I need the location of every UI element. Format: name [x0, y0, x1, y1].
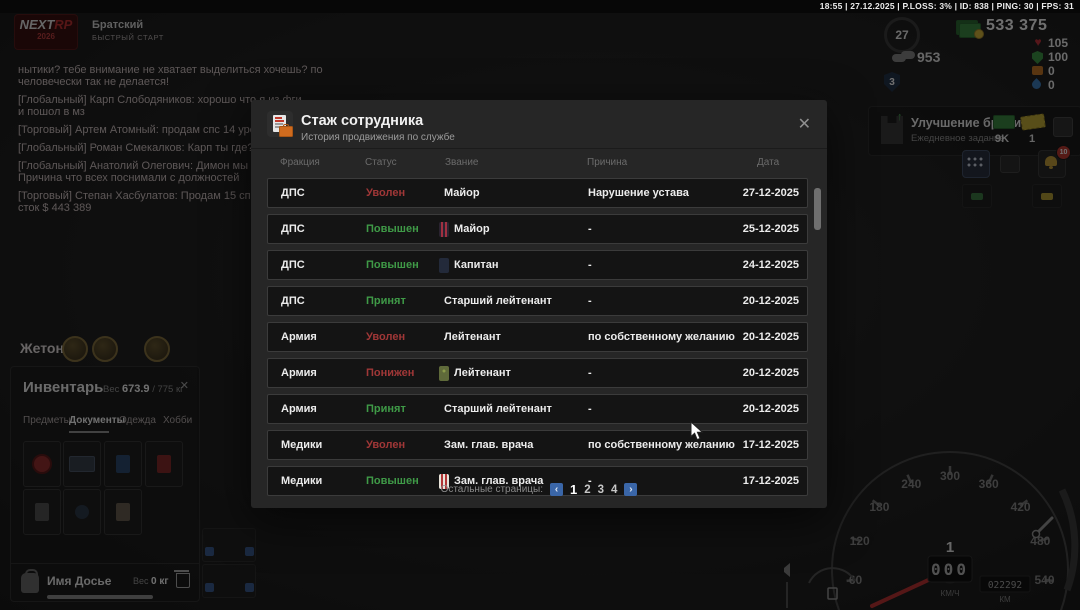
date-cell: 17-12-2025	[742, 475, 799, 487]
doc-red-line	[275, 117, 282, 119]
status-cell: Повышен	[366, 223, 419, 235]
modal-subtitle: История продвижения по службе	[301, 132, 455, 143]
reason-cell: -	[588, 223, 592, 235]
table-row: ДПС Повышен Капитан - 24-12-2025	[267, 250, 808, 280]
status-cell: Уволен	[366, 439, 406, 451]
faction-cell: ДПС	[281, 223, 305, 235]
next-page-button[interactable]: ›	[624, 483, 638, 496]
date-cell: 27-12-2025	[742, 187, 799, 199]
column-header-date: Дата	[757, 157, 780, 168]
reason-cell: -	[588, 295, 592, 307]
faction-cell: Армия	[281, 403, 317, 415]
date-cell: 17-12-2025	[742, 439, 799, 451]
table-row: Армия Принят Старший лейтенант - 20-12-2…	[267, 394, 808, 424]
reason-cell: -	[588, 367, 592, 379]
reason-cell: -	[588, 475, 592, 487]
rank-label: Зам. глав. врача	[444, 439, 534, 451]
status-cell: Уволен	[366, 331, 406, 343]
date-cell: 25-12-2025	[742, 223, 799, 235]
reason-cell: Нарушение устава	[588, 187, 689, 199]
page-number-1[interactable]: 1	[569, 482, 578, 497]
prev-page-button[interactable]: ‹	[549, 483, 563, 496]
modal-title: Стаж сотрудника	[301, 113, 424, 129]
captain-epaulette-icon	[439, 257, 449, 273]
rank-label: Старший лейтенант	[444, 295, 552, 307]
table-row: ДПС Повышен Майор - 25-12-2025	[267, 214, 808, 244]
rank-cell: Майор	[439, 215, 490, 243]
doc-red-line	[275, 120, 284, 122]
column-header-rank: Звание	[445, 157, 479, 168]
date-cell: 20-12-2025	[742, 331, 799, 343]
doc-gray-line	[275, 123, 283, 125]
reason-cell: -	[588, 403, 592, 415]
table-row: Медики Повышен Зам. глав. врача - 17-12-…	[267, 466, 808, 496]
column-header-status: Статус	[365, 157, 397, 168]
army-epaulette-icon	[439, 365, 449, 381]
mouse-cursor	[690, 421, 704, 441]
faction-cell: ДПС	[281, 295, 305, 307]
employee-tenure-modal: Стаж сотрудника История продвижения по с…	[251, 100, 827, 508]
faction-cell: Медики	[281, 439, 323, 451]
pagination: Остальные страницы: ‹ 1 2 3 4 ›	[251, 482, 827, 497]
date-cell: 20-12-2025	[742, 403, 799, 415]
rank-label: Лейтенант	[444, 331, 501, 343]
faction-cell: ДПС	[281, 259, 305, 271]
table-row: Армия Уволен Лейтенант по собственному ж…	[267, 322, 808, 352]
reason-cell: по собственному желанию	[588, 439, 735, 451]
rank-cell: Майор	[439, 179, 480, 207]
page-number-3[interactable]: 3	[597, 483, 605, 496]
faction-cell: Армия	[281, 367, 317, 379]
status-cell: Принят	[366, 295, 406, 307]
briefcase-icon	[279, 124, 293, 137]
reason-cell: -	[588, 259, 592, 271]
reason-cell: по собственному желанию	[588, 331, 735, 343]
close-icon[interactable]: ✕	[797, 116, 811, 133]
column-header-faction: Фракция	[280, 157, 320, 168]
rank-cell: Зам. глав. врача	[439, 431, 533, 459]
pagination-label: Остальные страницы:	[440, 484, 543, 495]
rank-label: Старший лейтенант	[444, 403, 552, 415]
divider	[251, 148, 827, 149]
tenure-table: ДПС Уволен Майор Нарушение устава 27-12-…	[267, 178, 808, 502]
rank-cell: Лейтенант	[439, 359, 511, 387]
status-cell: Понижен	[366, 367, 415, 379]
medic-epaulette-icon	[439, 473, 449, 489]
page-number-4[interactable]: 4	[611, 483, 618, 496]
rank-label: Зам. глав. врача	[454, 475, 544, 487]
table-row: Медики Уволен Зам. глав. врача по собств…	[267, 430, 808, 460]
status-cell: Повышен	[366, 475, 419, 487]
faction-cell: Медики	[281, 475, 323, 487]
dossier-icon	[267, 111, 293, 137]
table-row: ДПС Уволен Майор Нарушение устава 27-12-…	[267, 178, 808, 208]
scrollbar-thumb[interactable]	[814, 188, 821, 230]
faction-cell: ДПС	[281, 187, 305, 199]
status-cell: Повышен	[366, 259, 419, 271]
rank-label: Майор	[454, 223, 490, 235]
rank-cell: Зам. глав. врача	[439, 467, 543, 495]
status-bar: 18:55 | 27.12.2025 | P.LOSS: 3% | ID: 83…	[0, 0, 1080, 13]
status-cell: Принят	[366, 403, 406, 415]
date-cell: 20-12-2025	[742, 295, 799, 307]
rank-label: Лейтенант	[454, 367, 511, 379]
rank-cell: Старший лейтенант	[439, 287, 552, 315]
status-cell: Уволен	[366, 187, 406, 199]
police-epaulette-icon	[439, 221, 449, 237]
table-row: Армия Понижен Лейтенант - 20-12-2025	[267, 358, 808, 388]
rank-label: Майор	[444, 187, 480, 199]
faction-cell: Армия	[281, 331, 317, 343]
page-number-2[interactable]: 2	[584, 483, 591, 496]
rank-label: Капитан	[454, 259, 499, 271]
rank-cell: Лейтенант	[439, 323, 501, 351]
column-header-reason: Причина	[587, 157, 628, 168]
table-row: ДПС Принят Старший лейтенант - 20-12-202…	[267, 286, 808, 316]
rank-cell: Старший лейтенант	[439, 395, 552, 423]
date-cell: 20-12-2025	[742, 367, 799, 379]
date-cell: 24-12-2025	[742, 259, 799, 271]
rank-cell: Капитан	[439, 251, 499, 279]
